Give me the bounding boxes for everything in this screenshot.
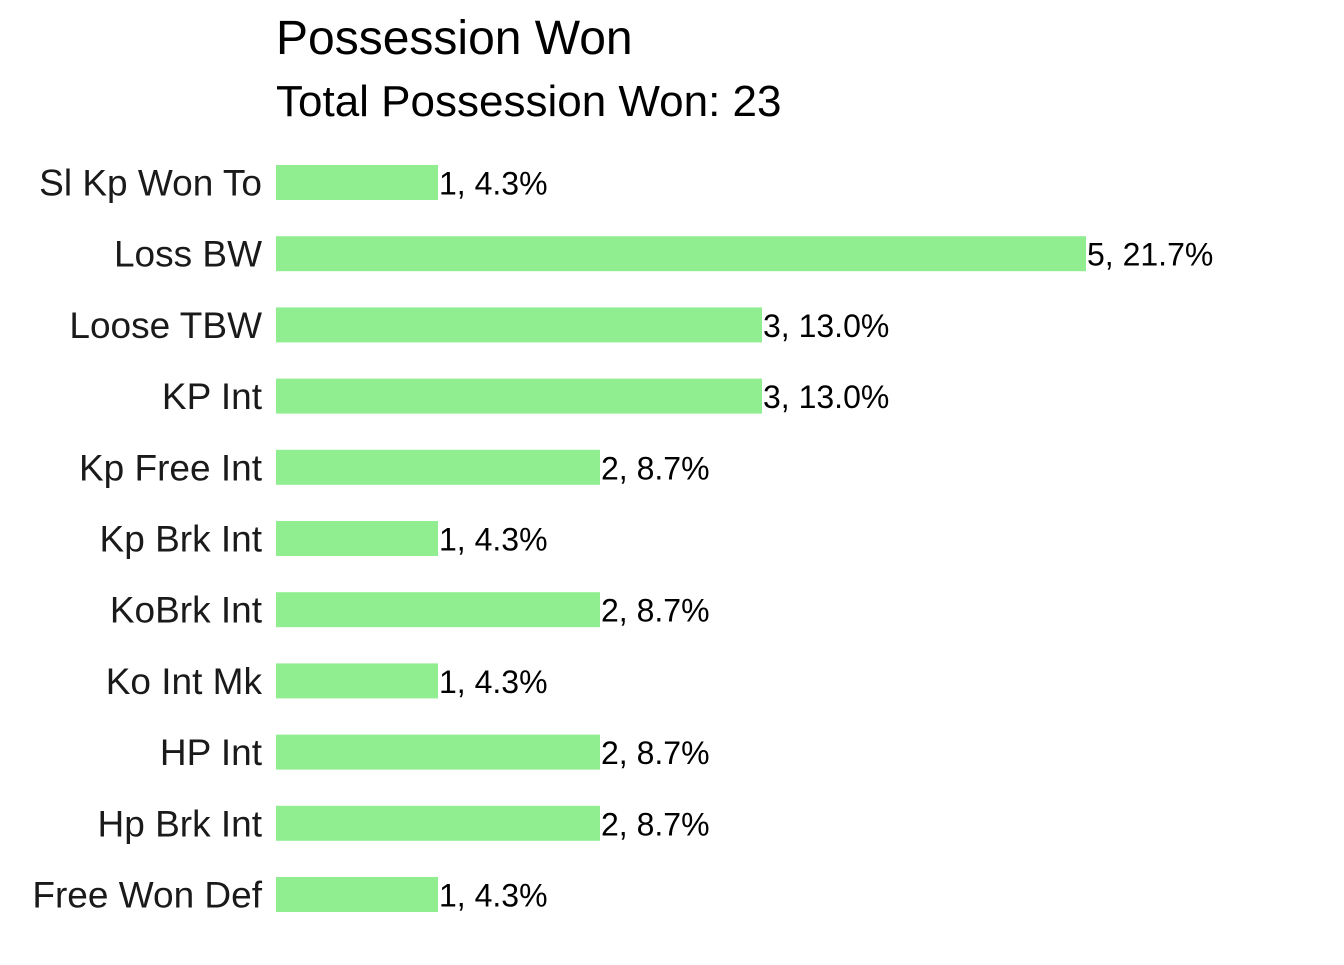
bar [276,521,438,556]
bar [276,663,438,699]
bar [276,449,600,485]
category-label: Loss BW [114,234,262,275]
category-label: Sl Kp Won To [39,163,262,204]
data-labels: 1, 4.3% 5, 21.7% 3, 13.0% 3, 13.0% 2, 8.7% 1,… [439,166,1213,914]
data-label: 2, 8.7% [601,735,710,771]
bar [276,592,600,628]
category-label: Kp Free Int [79,447,263,488]
bar [276,734,600,770]
data-label: 2, 8.7% [601,593,710,629]
category-label: KoBrk Int [110,590,263,631]
category-labels: Sl Kp Won To Loss BW Loose TBW KP Int Kp Fre… [32,163,262,916]
category-label: KP Int [162,376,263,417]
data-label: 1, 4.3% [439,878,548,914]
chart-subtitle: Total Possession Won: 23 [276,77,781,126]
data-label: 3, 13.0% [763,379,889,415]
category-label: Kp Brk Int [100,519,263,560]
data-label: 3, 13.0% [763,308,889,344]
category-label: Hp Brk Int [98,803,263,844]
category-label: Free Won Def [32,875,262,916]
bar [276,307,762,343]
bar [276,236,1086,272]
bar [276,378,762,414]
bar [276,165,438,200]
data-label: 2, 8.7% [601,806,710,842]
category-label: Loose TBW [69,305,262,346]
category-label: HP Int [160,732,263,773]
data-label: 5, 21.7% [1087,237,1213,273]
category-label: Ko Int Mk [106,661,263,702]
bar [276,877,438,912]
bar [276,805,600,841]
bars [276,165,1086,912]
data-label: 1, 4.3% [439,664,548,700]
chart-title: Possession Won [276,12,633,65]
data-label: 2, 8.7% [601,450,710,486]
data-label: 1, 4.3% [439,166,548,202]
data-label: 1, 4.3% [439,522,548,558]
